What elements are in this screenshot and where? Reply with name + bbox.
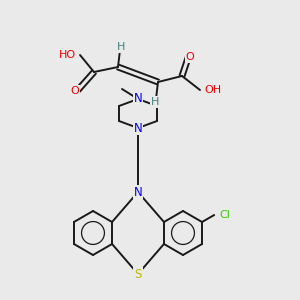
- Text: N: N: [134, 92, 142, 106]
- Text: O: O: [186, 52, 194, 62]
- Text: S: S: [134, 268, 142, 281]
- Text: Cl: Cl: [219, 210, 230, 220]
- Text: H: H: [117, 42, 125, 52]
- Text: N: N: [134, 185, 142, 199]
- Text: N: N: [134, 122, 142, 134]
- Text: OH: OH: [204, 85, 221, 95]
- Text: H: H: [151, 97, 159, 107]
- Text: O: O: [70, 86, 80, 96]
- Text: HO: HO: [59, 50, 76, 60]
